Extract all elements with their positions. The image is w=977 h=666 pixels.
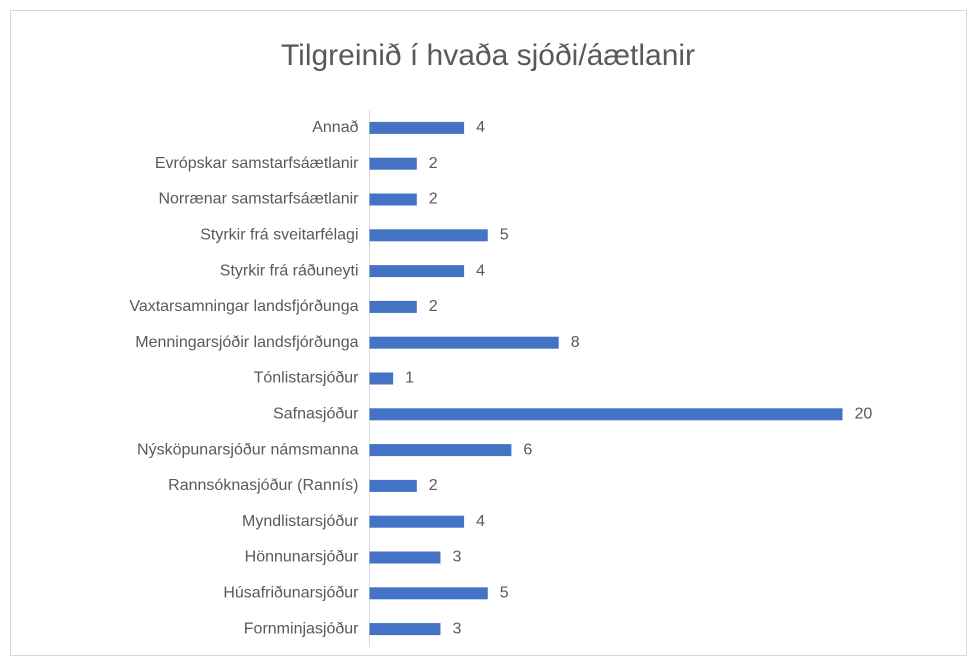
data-label: 4: [476, 119, 485, 136]
data-label: 2: [429, 477, 438, 494]
data-label: 6: [523, 441, 532, 458]
bar: [369, 300, 417, 313]
data-label: 8: [571, 334, 580, 351]
category-label: Myndlistarsjóður: [242, 513, 359, 530]
bar: [369, 515, 465, 528]
bar: [369, 229, 488, 242]
data-label: 3: [452, 620, 461, 637]
bar: [369, 444, 512, 457]
category-label: Vaxtarsamningar landsfjórðunga: [129, 298, 358, 315]
category-label: Menningarsjóðir landsfjórðunga: [135, 334, 358, 351]
category-label: Fornminjasjóður: [244, 620, 359, 637]
bar: [369, 587, 488, 600]
bar: [369, 193, 417, 206]
category-label: Evrópskar samstarfsáætlanir: [155, 155, 359, 172]
data-label: 5: [500, 227, 509, 244]
bar: [369, 157, 417, 170]
data-label: 4: [476, 513, 485, 530]
data-label: 2: [429, 191, 438, 208]
bar: [369, 265, 465, 278]
data-label: 3: [452, 549, 461, 566]
bar: [369, 551, 441, 564]
category-label: Tónlistarsjóður: [254, 370, 360, 387]
category-label: Húsafriðunarsjóður: [223, 585, 359, 602]
data-label: 20: [855, 406, 873, 423]
data-label: 2: [429, 155, 438, 172]
category-label: Safnasjóður: [273, 406, 359, 423]
bar: [369, 479, 417, 492]
category-label: Rannsóknasjóður (Rannís): [168, 477, 358, 494]
data-label: 1: [405, 370, 414, 387]
bar: [369, 121, 465, 134]
category-label: Hönnunarsjóður: [245, 549, 360, 566]
bar: [369, 336, 559, 349]
category-label: Nýsköpunarsjóður námsmanna: [137, 441, 359, 458]
bar: [369, 408, 843, 421]
bar: [369, 372, 394, 385]
chart-title: Tilgreinið í hvaða sjóði/áætlanir: [281, 39, 695, 72]
bar: [369, 623, 441, 636]
data-label: 4: [476, 262, 485, 279]
category-label: Styrkir frá ráðuneyti: [220, 262, 359, 279]
category-label: Annað: [312, 119, 358, 136]
category-label: Norrænar samstarfsáætlanir: [158, 191, 359, 208]
chart-frame: [10, 10, 967, 656]
data-label: 5: [500, 585, 509, 602]
data-label: 2: [429, 298, 438, 315]
category-label: Styrkir frá sveitarfélagi: [200, 227, 358, 244]
